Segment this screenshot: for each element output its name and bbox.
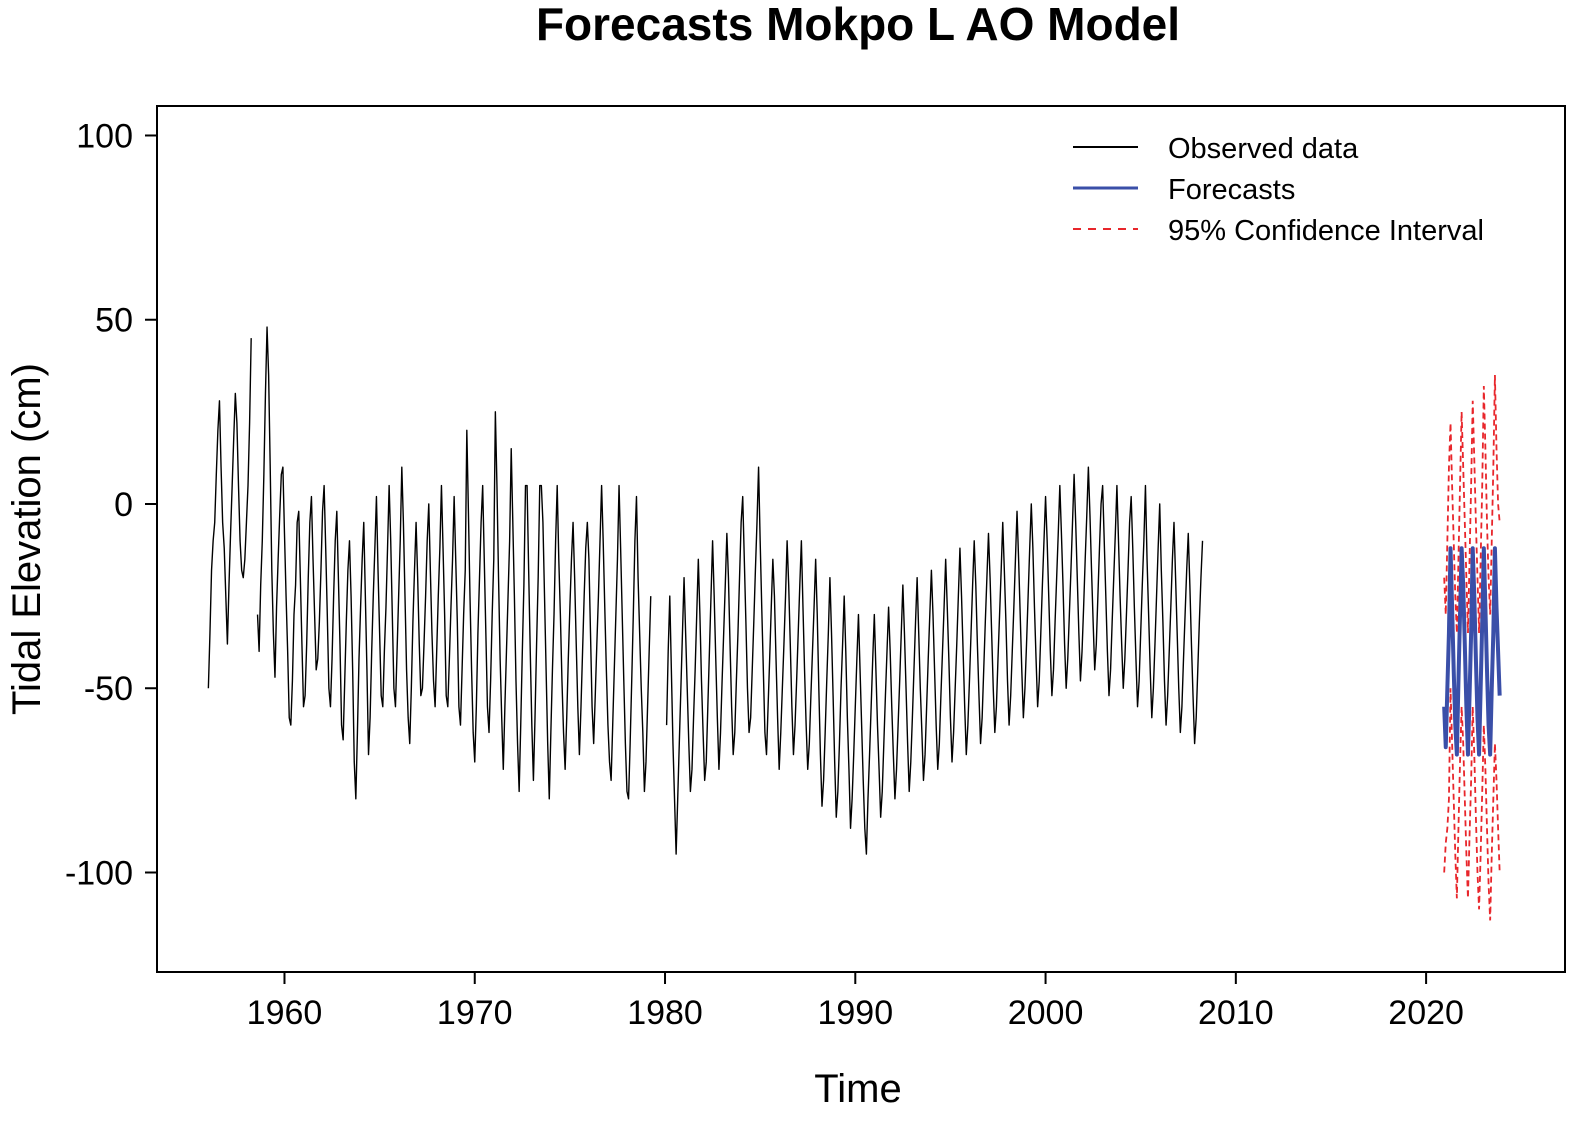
x-tick-label: 1990	[817, 994, 893, 1032]
plot-area-frame	[156, 105, 1566, 973]
confidence-lower-line	[1443, 688, 1501, 921]
x-tick-label: 2000	[1008, 994, 1084, 1032]
forecast-line	[1442, 546, 1502, 757]
legend-label: 95% Confidence Interval	[1168, 215, 1484, 247]
legend-label: Observed data	[1168, 133, 1359, 165]
legend-label: Forecasts	[1168, 174, 1295, 206]
y-tick-label: -50	[84, 670, 133, 708]
y-tick-label: 0	[114, 486, 133, 524]
x-tick-label: 1970	[437, 994, 513, 1032]
x-axis-label: Time	[814, 1067, 901, 1111]
x-tick-label: 1960	[247, 994, 323, 1032]
x-tick-label: 1980	[627, 994, 703, 1032]
observed-data-line	[207, 326, 1204, 855]
chart-title: Forecasts Mokpo L AO Model	[536, 0, 1180, 50]
confidence-upper-line	[1443, 374, 1501, 634]
legend: Observed data Forecasts 95% Confidence Int…	[1073, 133, 1484, 247]
y-axis-label: Tidal Elevation (cm)	[5, 363, 49, 715]
x-axis: 1960 1970 1980 1990 2000 2010 2020	[247, 972, 1464, 1032]
y-tick-label: 100	[76, 117, 133, 155]
x-tick-label: 2010	[1198, 994, 1274, 1032]
y-tick-label: -100	[65, 855, 133, 893]
series-layer	[207, 326, 1502, 921]
x-tick-label: 2020	[1388, 994, 1464, 1032]
y-tick-label: 50	[95, 302, 133, 340]
y-axis: -100 -50 0 50 100	[65, 117, 157, 893]
